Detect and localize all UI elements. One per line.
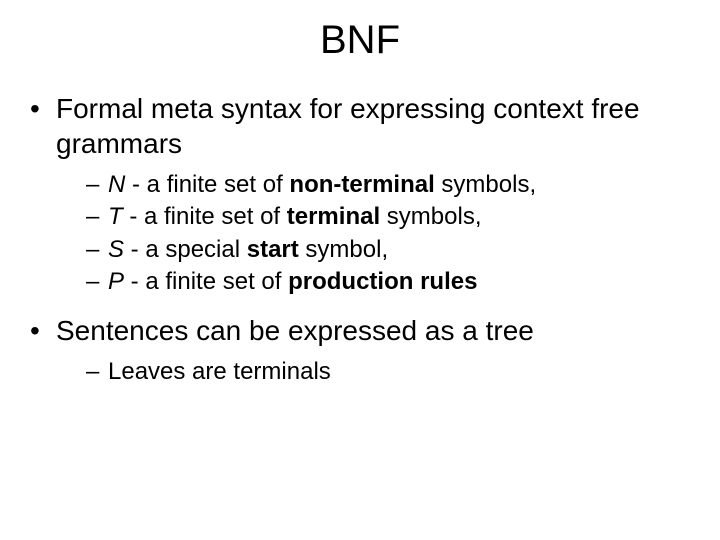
bullet-list: Formal meta syntax for expressing contex…: [30, 91, 690, 388]
sub-item-n: N - a finite set of non-terminal symbols…: [86, 169, 690, 201]
text-t-bold: terminal: [287, 203, 380, 230]
bullet-text: Sentences can be expressed as a tree: [56, 315, 534, 346]
sub-bullet-list-2: Leaves are terminals: [56, 356, 690, 388]
text-leaves: Leaves are terminals: [108, 358, 331, 385]
slide: BNF Formal meta syntax for expressing co…: [0, 0, 720, 540]
sub-item-t: T - a finite set of terminal symbols,: [86, 201, 690, 233]
symbol-n: N: [108, 171, 125, 198]
sub-item-s: S - a special start symbol,: [86, 234, 690, 266]
text-n-post: symbols,: [435, 171, 536, 198]
bullet-text: Formal meta syntax for expressing contex…: [56, 93, 640, 159]
text-t-post: symbols,: [380, 203, 481, 230]
bullet-item-1: Formal meta syntax for expressing contex…: [30, 91, 690, 299]
slide-body: Formal meta syntax for expressing contex…: [0, 91, 720, 388]
symbol-t: T: [108, 203, 123, 230]
text-n-bold: non-terminal: [289, 171, 434, 198]
text-n-pre: - a finite set of: [125, 171, 289, 198]
text-s-pre: - a special: [124, 236, 247, 263]
sub-item-p: P - a finite set of production rules: [86, 266, 690, 298]
text-p-bold: production rules: [288, 268, 477, 295]
sub-item-leaves: Leaves are terminals: [86, 356, 690, 388]
text-t-pre: - a finite set of: [123, 203, 287, 230]
slide-title: BNF: [0, 0, 720, 91]
sub-bullet-list-1: N - a finite set of non-terminal symbols…: [56, 169, 690, 299]
text-s-post: symbol,: [299, 236, 388, 263]
bullet-item-2: Sentences can be expressed as a tree Lea…: [30, 313, 690, 388]
text-p-pre: - a finite set of: [124, 268, 288, 295]
symbol-p: P: [108, 268, 124, 295]
text-s-bold: start: [247, 236, 299, 263]
symbol-s: S: [108, 236, 124, 263]
